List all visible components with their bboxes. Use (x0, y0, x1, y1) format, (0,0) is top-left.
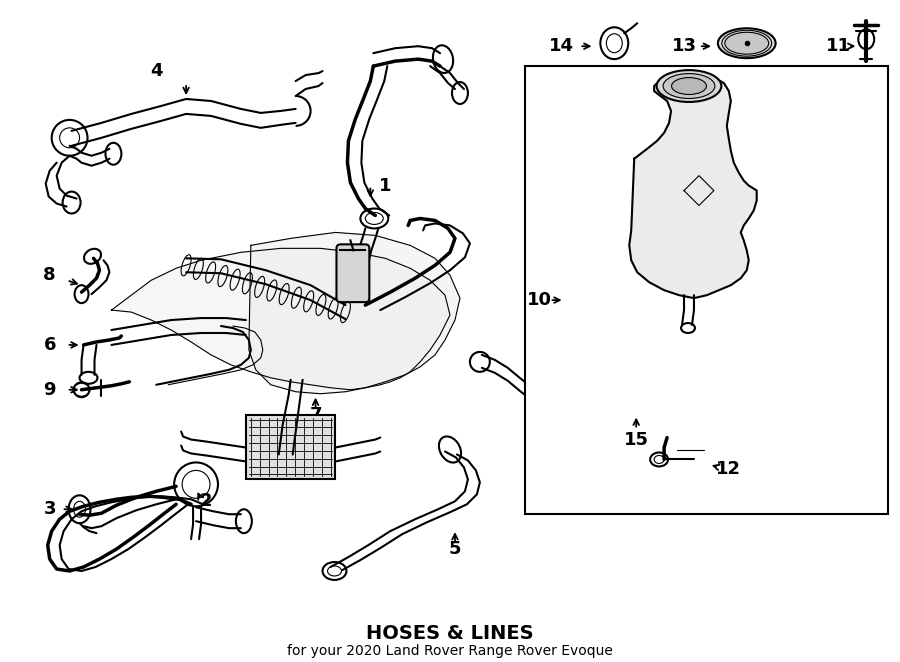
Polygon shape (629, 73, 757, 298)
Ellipse shape (718, 28, 776, 58)
Text: 14: 14 (549, 37, 574, 55)
Bar (525, 66, 888, 514)
Text: 8: 8 (43, 266, 56, 284)
Text: 7: 7 (310, 406, 322, 424)
Bar (246, 414, 336, 479)
Text: 1: 1 (379, 177, 392, 195)
FancyBboxPatch shape (337, 244, 369, 302)
Text: 6: 6 (43, 336, 56, 354)
Text: 9: 9 (43, 381, 56, 399)
Text: 5: 5 (449, 540, 461, 558)
Text: HOSES & LINES: HOSES & LINES (366, 624, 534, 643)
Text: 4: 4 (150, 62, 163, 80)
Text: 2: 2 (200, 493, 212, 510)
Ellipse shape (671, 77, 706, 95)
Text: 15: 15 (624, 430, 649, 449)
Text: 13: 13 (671, 37, 697, 55)
Polygon shape (112, 248, 450, 390)
Text: 10: 10 (527, 291, 552, 309)
Text: 11: 11 (826, 37, 850, 55)
Text: 3: 3 (43, 500, 56, 518)
Ellipse shape (663, 73, 715, 99)
Text: for your 2020 Land Rover Range Rover Evoque: for your 2020 Land Rover Range Rover Evo… (287, 643, 613, 657)
Polygon shape (248, 232, 460, 394)
Text: 12: 12 (716, 460, 742, 479)
Ellipse shape (724, 32, 769, 54)
Ellipse shape (657, 70, 722, 102)
